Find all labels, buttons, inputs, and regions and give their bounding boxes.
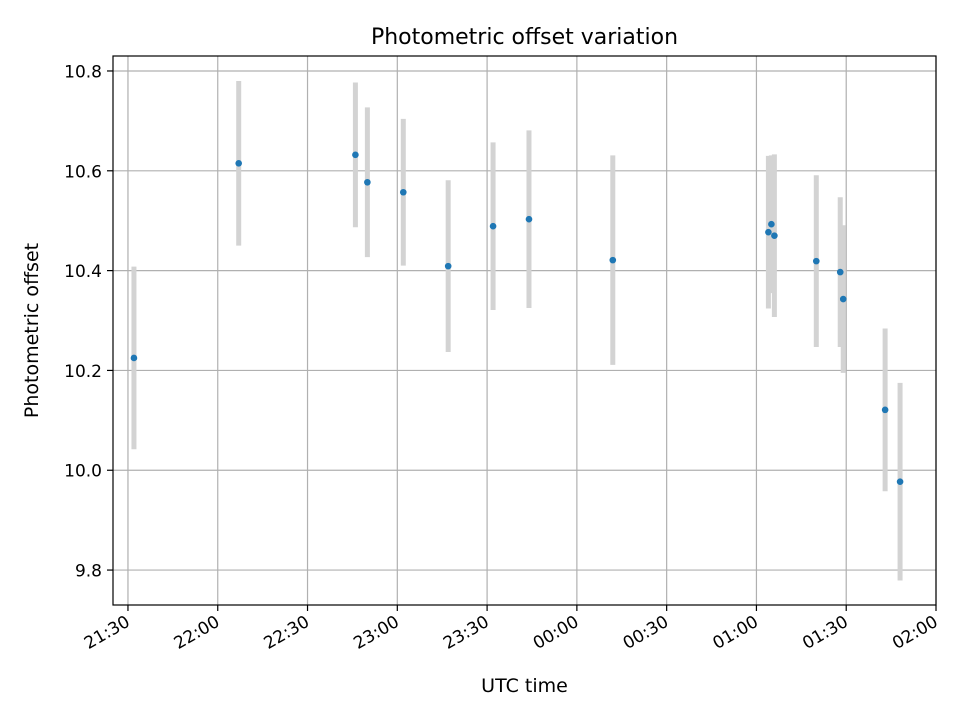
data-point — [765, 228, 772, 236]
y-tick-label: 10.4 — [64, 262, 102, 282]
data-point — [444, 262, 452, 270]
chart-title: Photometric offset variation — [371, 25, 678, 50]
y-tick-label: 9.8 — [75, 562, 102, 582]
plot-frame — [112, 55, 937, 606]
data-point — [768, 220, 775, 228]
data-point — [881, 406, 889, 414]
data-point — [896, 478, 904, 486]
y-tick-label: 10.2 — [64, 362, 102, 382]
data-points — [130, 151, 904, 486]
x-axis-label: UTC time — [481, 675, 568, 697]
data-point — [352, 151, 359, 159]
data-point — [839, 295, 847, 303]
y-tick-label: 10.8 — [64, 62, 102, 82]
y-tick-label: 10.6 — [64, 162, 102, 182]
data-point — [771, 232, 778, 239]
data-point — [525, 215, 533, 223]
y-tick-label: 10.0 — [64, 462, 102, 482]
data-point — [812, 257, 820, 265]
y-axis-label: Photometric offset — [21, 243, 43, 418]
data-point — [399, 188, 407, 196]
data-point — [489, 222, 497, 230]
data-point — [130, 354, 138, 362]
data-point — [364, 178, 371, 186]
data-point — [609, 256, 617, 264]
data-point — [235, 160, 242, 167]
y-axis-ticks: 9.8 10.0 10.2 10.4 10.6 10.8 — [64, 62, 113, 582]
grid-lines — [113, 56, 937, 605]
data-point — [836, 268, 844, 276]
